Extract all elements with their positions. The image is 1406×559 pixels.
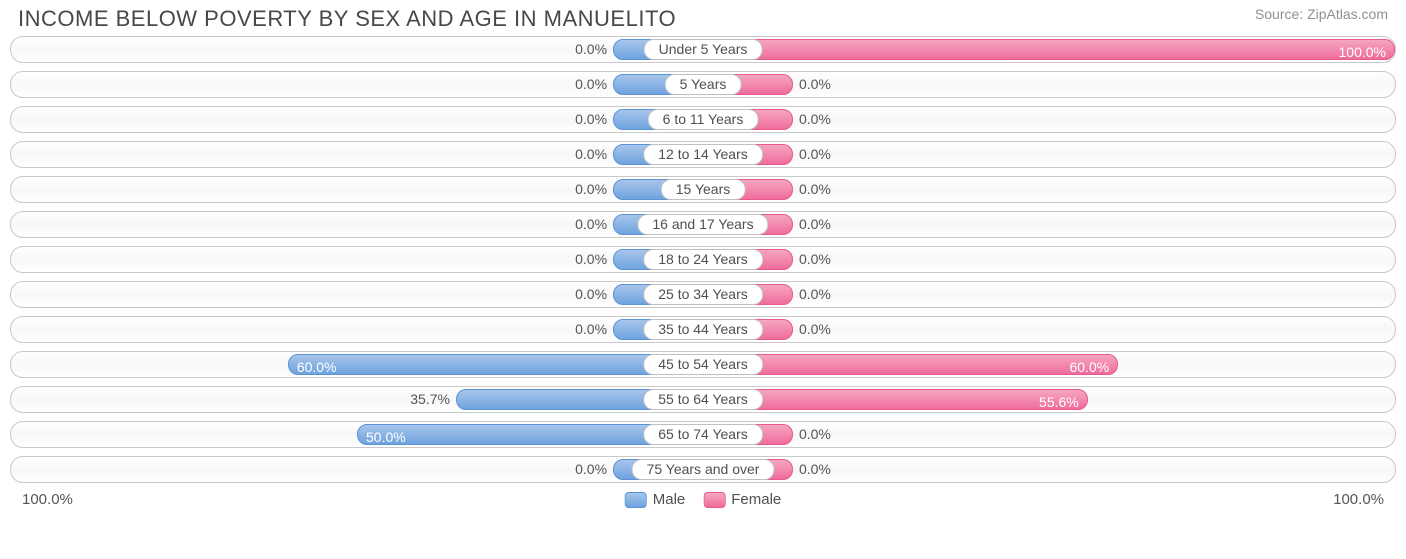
age-badge: Under 5 Years: [644, 39, 763, 60]
male-pct-label: 60.0%: [297, 359, 337, 375]
female-half: 0.0%: [703, 457, 1395, 482]
female-half: 0.0%: [703, 177, 1395, 202]
female-half: 55.6%: [703, 387, 1395, 412]
female-pct-label: 0.0%: [799, 76, 831, 92]
axis-label-right: 100.0%: [1333, 491, 1384, 508]
male-pct-label: 0.0%: [575, 76, 607, 92]
female-pct-label: 100.0%: [1339, 44, 1386, 60]
male-swatch-icon: [625, 492, 647, 508]
male-pct-label: 35.7%: [410, 391, 450, 407]
male-pct-label: 0.0%: [575, 41, 607, 57]
age-badge: 12 to 14 Years: [643, 144, 763, 165]
female-pct-label: 0.0%: [799, 286, 831, 302]
female-pct-label: 0.0%: [799, 426, 831, 442]
female-pct-label: 0.0%: [799, 181, 831, 197]
female-pct-label: 0.0%: [799, 251, 831, 267]
female-pct-label: 60.0%: [1069, 359, 1109, 375]
male-pct-label: 0.0%: [575, 251, 607, 267]
age-badge: 18 to 24 Years: [643, 249, 763, 270]
female-half: 0.0%: [703, 212, 1395, 237]
chart-row: 0.0% 0.0% 25 to 34 Years: [10, 281, 1396, 308]
male-half: 50.0%: [11, 422, 703, 447]
male-pct-label: 0.0%: [575, 286, 607, 302]
male-half: 0.0%: [11, 107, 703, 132]
age-badge: 45 to 54 Years: [643, 354, 763, 375]
chart-row: 60.0% 60.0% 45 to 54 Years: [10, 351, 1396, 378]
age-badge: 55 to 64 Years: [643, 389, 763, 410]
male-half: 60.0%: [11, 352, 703, 377]
chart-row: 0.0% 0.0% 12 to 14 Years: [10, 141, 1396, 168]
female-pct-label: 0.0%: [799, 216, 831, 232]
male-half: 0.0%: [11, 177, 703, 202]
male-half: 0.0%: [11, 317, 703, 342]
female-half: 0.0%: [703, 142, 1395, 167]
female-pct-label: 0.0%: [799, 146, 831, 162]
chart-row: 0.0% 100.0% Under 5 Years: [10, 36, 1396, 63]
male-pct-label: 0.0%: [575, 146, 607, 162]
chart-row: 0.0% 0.0% 5 Years: [10, 71, 1396, 98]
age-badge: 25 to 34 Years: [643, 284, 763, 305]
male-half: 0.0%: [11, 37, 703, 62]
male-half: 0.0%: [11, 457, 703, 482]
male-pct-label: 0.0%: [575, 181, 607, 197]
male-pct-label: 0.0%: [575, 461, 607, 477]
female-half: 0.0%: [703, 282, 1395, 307]
male-half: 35.7%: [11, 387, 703, 412]
female-half: 0.0%: [703, 107, 1395, 132]
chart-source: Source: ZipAtlas.com: [1255, 6, 1388, 22]
female-pct-label: 0.0%: [799, 111, 831, 127]
male-half: 0.0%: [11, 142, 703, 167]
legend: Male Female: [625, 491, 782, 508]
chart-row: 50.0% 0.0% 65 to 74 Years: [10, 421, 1396, 448]
female-half: 60.0%: [703, 352, 1395, 377]
male-half: 0.0%: [11, 72, 703, 97]
chart-area: 0.0%100.0%Under 5 Years0.0%0.0%5 Years0.…: [0, 34, 1406, 483]
age-badge: 65 to 74 Years: [643, 424, 763, 445]
axis-label-left: 100.0%: [22, 491, 73, 508]
age-badge: 16 and 17 Years: [637, 214, 768, 235]
male-half: 0.0%: [11, 282, 703, 307]
male-pct-label: 0.0%: [575, 111, 607, 127]
male-pct-label: 50.0%: [366, 429, 406, 445]
female-bar: 60.0%: [703, 354, 1118, 375]
chart-header: INCOME BELOW POVERTY BY SEX AND AGE IN M…: [0, 0, 1406, 34]
chart-row: 0.0% 0.0% 6 to 11 Years: [10, 106, 1396, 133]
male-pct-label: 0.0%: [575, 321, 607, 337]
male-pct-label: 0.0%: [575, 216, 607, 232]
age-badge: 15 Years: [661, 179, 746, 200]
female-half: 0.0%: [703, 317, 1395, 342]
female-bar: 100.0%: [703, 39, 1395, 60]
male-half: 0.0%: [11, 212, 703, 237]
female-pct-label: 55.6%: [1039, 394, 1079, 410]
legend-item-male: Male: [625, 491, 686, 508]
female-pct-label: 0.0%: [799, 461, 831, 477]
age-badge: 6 to 11 Years: [648, 109, 759, 130]
female-swatch-icon: [703, 492, 725, 508]
chart-row: 0.0% 0.0% 15 Years: [10, 176, 1396, 203]
male-bar: 60.0%: [288, 354, 703, 375]
chart-row: 35.7% 55.6% 55 to 64 Years: [10, 386, 1396, 413]
female-pct-label: 0.0%: [799, 321, 831, 337]
female-half: 100.0%: [703, 37, 1395, 62]
age-badge: 35 to 44 Years: [643, 319, 763, 340]
chart-footer: 100.0% Male Female 100.0%: [0, 491, 1406, 508]
chart-title: INCOME BELOW POVERTY BY SEX AND AGE IN M…: [18, 6, 676, 32]
male-half: 0.0%: [11, 247, 703, 272]
chart-row: 0.0% 0.0% 75 Years and over: [10, 456, 1396, 483]
legend-item-female: Female: [703, 491, 781, 508]
female-half: 0.0%: [703, 247, 1395, 272]
legend-female-label: Female: [731, 491, 781, 508]
age-badge: 75 Years and over: [632, 459, 775, 480]
legend-male-label: Male: [653, 491, 686, 508]
chart-row: 0.0% 0.0% 16 and 17 Years: [10, 211, 1396, 238]
chart-row: 0.0% 0.0% 35 to 44 Years: [10, 316, 1396, 343]
age-badge: 5 Years: [665, 74, 742, 95]
chart-row: 0.0% 0.0% 18 to 24 Years: [10, 246, 1396, 273]
female-half: 0.0%: [703, 72, 1395, 97]
female-half: 0.0%: [703, 422, 1395, 447]
